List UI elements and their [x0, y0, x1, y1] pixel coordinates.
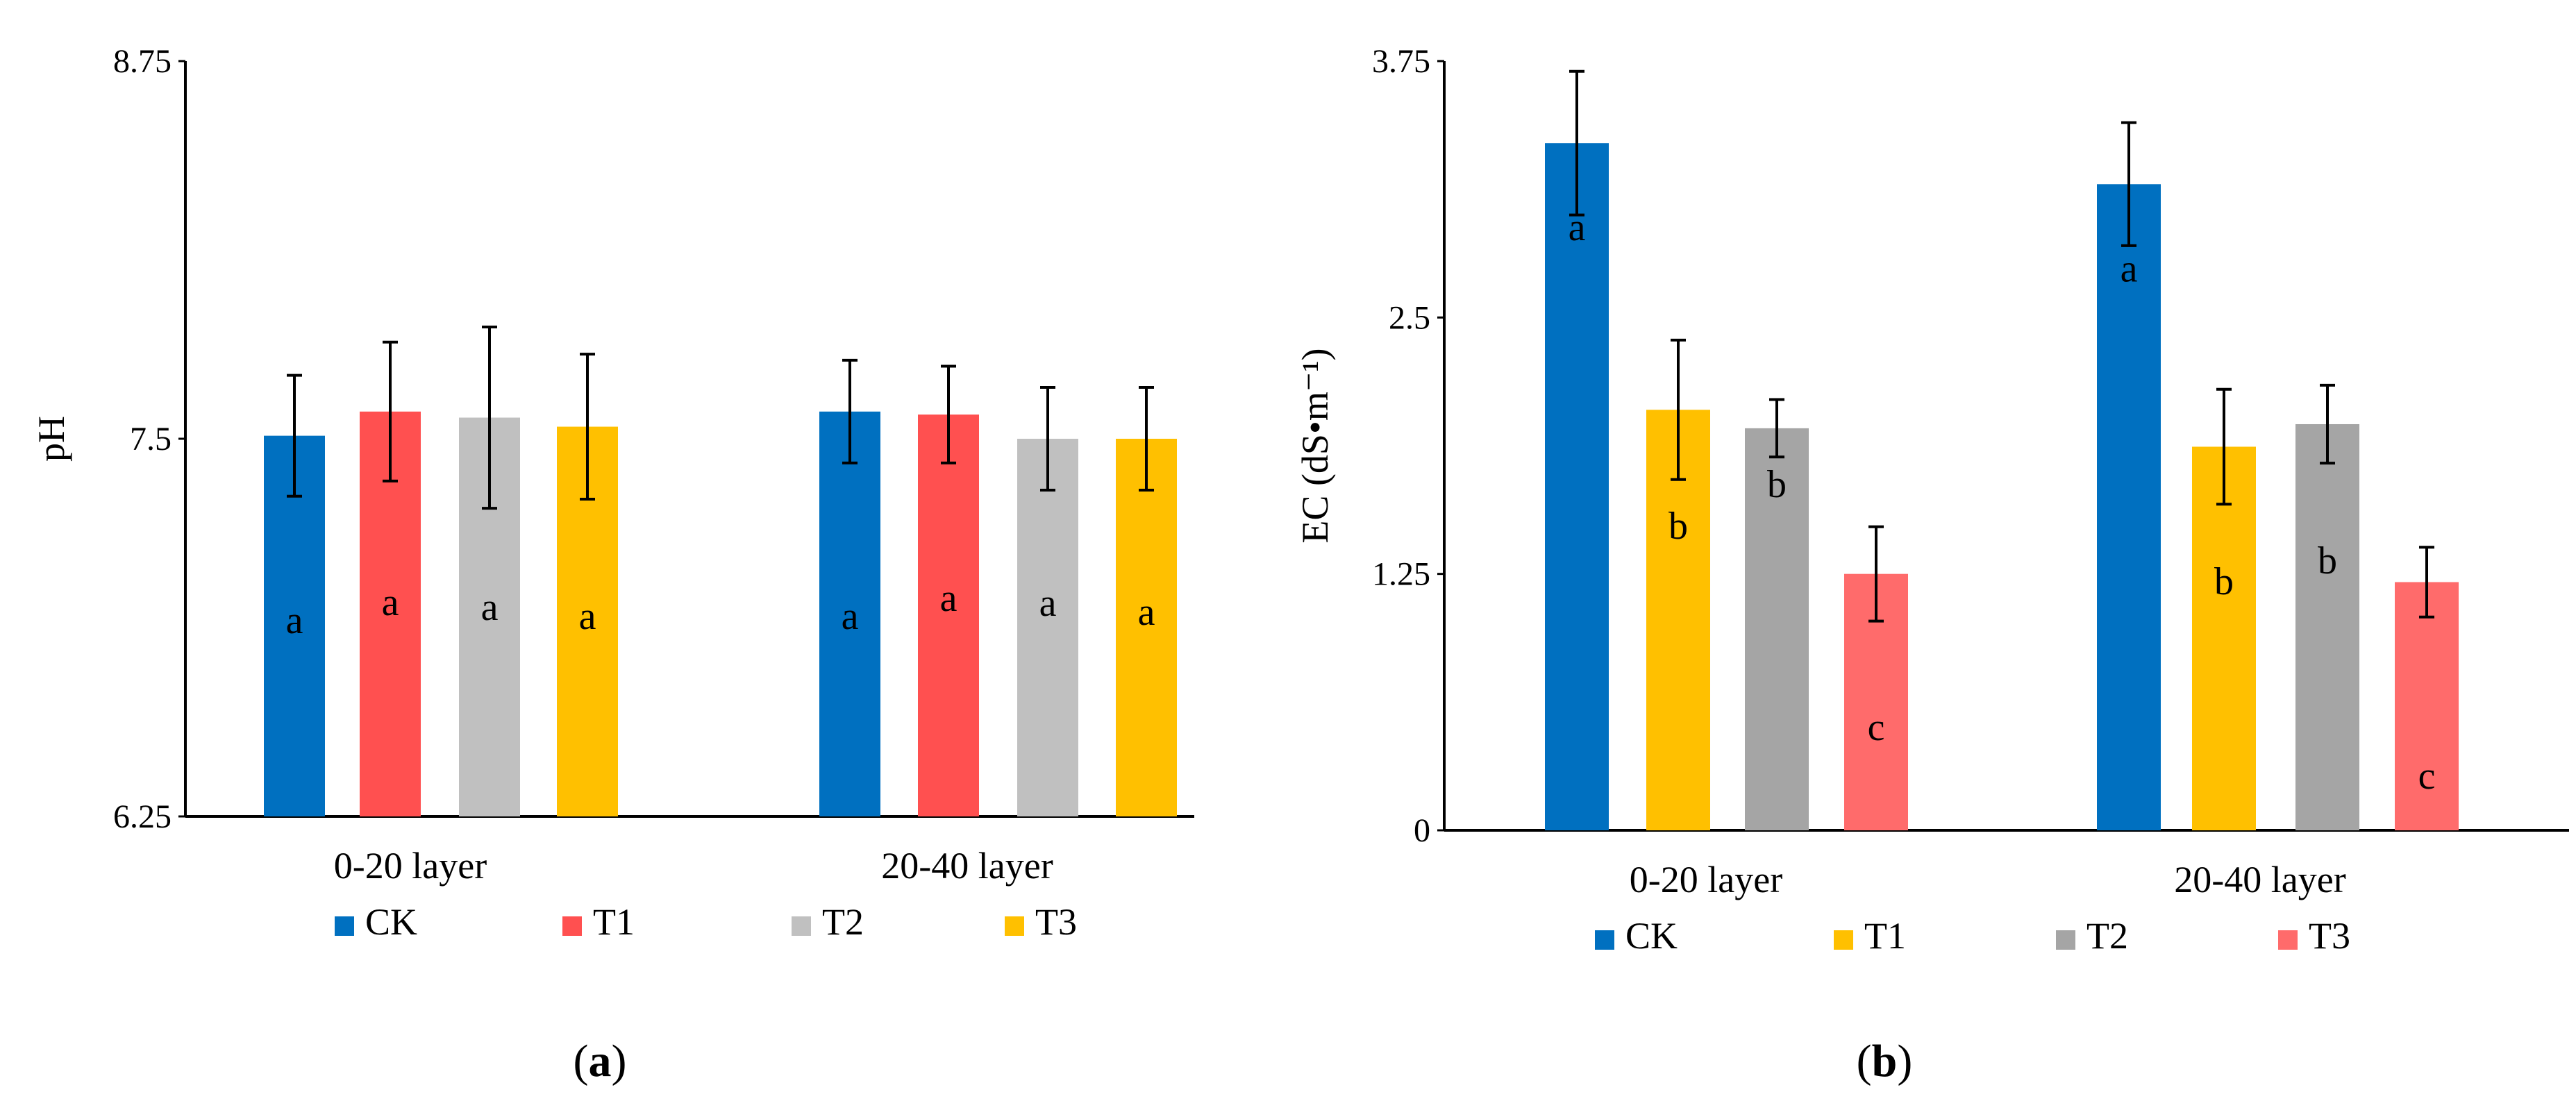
chart-a-significance-letter: a — [579, 595, 596, 638]
chart-b-legend-label-t3: T3 — [2309, 915, 2350, 957]
chart-b-significance-letter: b — [2318, 539, 2337, 582]
chart-b-legend-swatch-t2 — [2056, 930, 2075, 950]
chart-b-significance-letter: a — [2121, 247, 2138, 290]
chart-a-significance-letter: a — [286, 599, 303, 642]
chart-b-y-tick-label: 1.25 — [1372, 556, 1430, 593]
chart-a-y-tick-label: 6.25 — [113, 798, 172, 835]
chart-a-legend-label-t3: T3 — [1035, 901, 1077, 943]
chart-a-bar-t3 — [1116, 439, 1177, 816]
chart-a-bar-ck — [819, 411, 880, 816]
chart-a-significance-letter: a — [382, 581, 399, 624]
chart-a-y-tick-label: 7.5 — [130, 421, 172, 458]
chart-a-legend-swatch-ck — [335, 916, 354, 936]
chart-b-legend-label-t1: T1 — [1864, 915, 1906, 957]
chart-b-significance-letter: b — [1668, 505, 1688, 548]
chart-a-category-label: 20-40 layer — [881, 845, 1053, 887]
chart-b-category-label: 20-40 layer — [2174, 859, 2345, 900]
chart-b-y-tick-label: 2.5 — [1389, 299, 1430, 336]
chart-a-significance-letter: a — [842, 595, 859, 638]
chart-a-legend-label-t2: T2 — [822, 901, 864, 943]
chart-b-legend-swatch-t1 — [1834, 930, 1853, 950]
chart-a-bar-ck — [264, 435, 325, 816]
chart-a-legend-swatch-t3 — [1005, 916, 1024, 936]
chart-b-panel-label: (b) — [1857, 1036, 1913, 1086]
chart-a-significance-letter: a — [1138, 591, 1155, 634]
chart-b-y-tick-label: 3.75 — [1372, 43, 1430, 80]
chart-a-y-axis-label: pH — [31, 416, 72, 462]
chart-a-bar-t1 — [918, 414, 979, 816]
chart-a-significance-letter: a — [940, 577, 957, 620]
chart-b-significance-letter: c — [2418, 755, 2436, 798]
chart-b-legend-swatch-t3 — [2278, 930, 2298, 950]
chart-b-significance-letter: b — [2214, 560, 2234, 603]
chart-b-bar-t2 — [1745, 428, 1809, 830]
chart-b-category-label: 0-20 layer — [1630, 859, 1782, 900]
chart-a-category-label: 0-20 layer — [334, 845, 487, 887]
chart-b-y-axis-label: EC (dS•m⁻¹) — [1294, 348, 1336, 543]
chart-b-bar-t2 — [2295, 423, 2359, 830]
chart-a-significance-letter: a — [481, 586, 499, 629]
chart-a-legend-label-ck: CK — [365, 901, 417, 943]
chart-b-legend-swatch-ck — [1595, 930, 1614, 950]
chart-b-significance-letter: c — [1868, 706, 1885, 749]
chart-a-legend-label-t1: T1 — [593, 901, 635, 943]
chart-a-panel-label: (a) — [574, 1036, 627, 1086]
chart-a-significance-letter: a — [1039, 582, 1057, 625]
chart-a-bar-t2 — [1017, 439, 1078, 816]
chart-b-y-tick-label: 0 — [1414, 812, 1430, 849]
chart-b-legend-label-ck: CK — [1625, 915, 1678, 957]
chart-b-legend-label-t2: T2 — [2086, 915, 2128, 957]
chart-b-bar-ck — [1545, 143, 1609, 831]
chart-b-significance-letter: b — [1767, 463, 1787, 506]
chart-a-y-tick-label: 8.75 — [113, 43, 172, 80]
chart-b-bar-t3 — [2395, 582, 2459, 830]
chart-a-legend-swatch-t2 — [792, 916, 811, 936]
chart-a-legend-swatch-t1 — [562, 916, 582, 936]
chart-b-bar-t1 — [2192, 446, 2256, 830]
chart-b-significance-letter: a — [1569, 206, 1586, 249]
chart-b-bar-ck — [2097, 184, 2161, 830]
